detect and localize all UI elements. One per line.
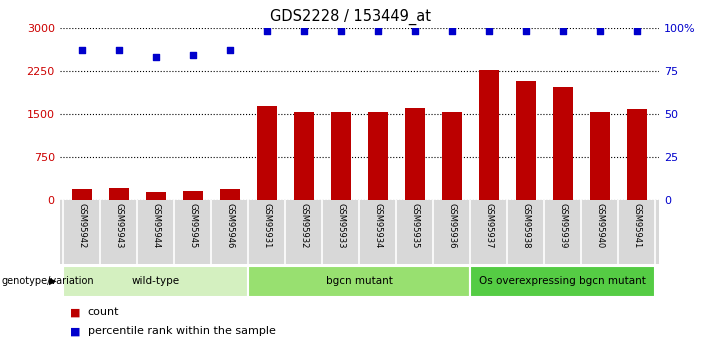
Text: GSM95944: GSM95944 <box>151 203 161 248</box>
Point <box>224 47 236 53</box>
Text: GSM95938: GSM95938 <box>522 203 530 249</box>
Text: GSM95945: GSM95945 <box>189 203 197 248</box>
Bar <box>367 112 388 200</box>
Bar <box>109 188 129 200</box>
Text: Os overexpressing bgcn mutant: Os overexpressing bgcn mutant <box>479 276 646 286</box>
Text: GSM95937: GSM95937 <box>484 203 494 249</box>
Text: ▶: ▶ <box>48 276 56 286</box>
Text: percentile rank within the sample: percentile rank within the sample <box>88 326 275 336</box>
Bar <box>182 190 203 200</box>
Bar <box>257 106 277 200</box>
Text: GSM95933: GSM95933 <box>336 203 346 249</box>
Point <box>594 28 606 34</box>
Text: ■: ■ <box>70 326 81 336</box>
Bar <box>627 109 647 200</box>
Point <box>150 54 161 60</box>
Bar <box>470 266 655 297</box>
Bar <box>219 189 240 200</box>
Bar <box>331 112 351 200</box>
Text: GSM95932: GSM95932 <box>299 203 308 249</box>
Point <box>483 28 494 34</box>
Point <box>520 28 531 34</box>
Bar <box>552 87 573 200</box>
Text: GSM95946: GSM95946 <box>225 203 234 249</box>
Point <box>409 28 421 34</box>
Text: GDS2228 / 153449_at: GDS2228 / 153449_at <box>270 9 431 25</box>
Text: GSM95939: GSM95939 <box>558 203 567 249</box>
Text: GSM95935: GSM95935 <box>410 203 419 249</box>
Text: GSM95934: GSM95934 <box>373 203 382 249</box>
Text: GSM95931: GSM95931 <box>262 203 271 249</box>
Point <box>261 28 273 34</box>
Point <box>76 47 88 53</box>
Text: GSM95936: GSM95936 <box>447 203 456 249</box>
Bar <box>590 112 610 200</box>
Text: wild-type: wild-type <box>132 276 180 286</box>
Point <box>335 28 346 34</box>
Point <box>631 28 642 34</box>
Bar <box>248 266 470 297</box>
Point <box>372 28 383 34</box>
Bar <box>515 80 536 200</box>
Text: GSM95941: GSM95941 <box>632 203 641 248</box>
Bar <box>442 112 462 200</box>
Text: GSM95943: GSM95943 <box>114 203 123 249</box>
Bar <box>404 108 425 200</box>
Bar <box>146 192 166 200</box>
Text: GSM95940: GSM95940 <box>595 203 604 248</box>
Point <box>187 52 198 58</box>
Text: ■: ■ <box>70 307 81 317</box>
Bar <box>294 112 314 200</box>
Point <box>446 28 457 34</box>
Text: count: count <box>88 307 119 317</box>
Point <box>557 28 569 34</box>
Bar <box>72 189 92 200</box>
Bar <box>63 266 248 297</box>
Text: bgcn mutant: bgcn mutant <box>326 276 393 286</box>
Point <box>113 47 124 53</box>
Text: GSM95942: GSM95942 <box>77 203 86 248</box>
Bar <box>479 70 499 200</box>
Point <box>298 28 309 34</box>
Text: genotype/variation: genotype/variation <box>1 276 94 286</box>
